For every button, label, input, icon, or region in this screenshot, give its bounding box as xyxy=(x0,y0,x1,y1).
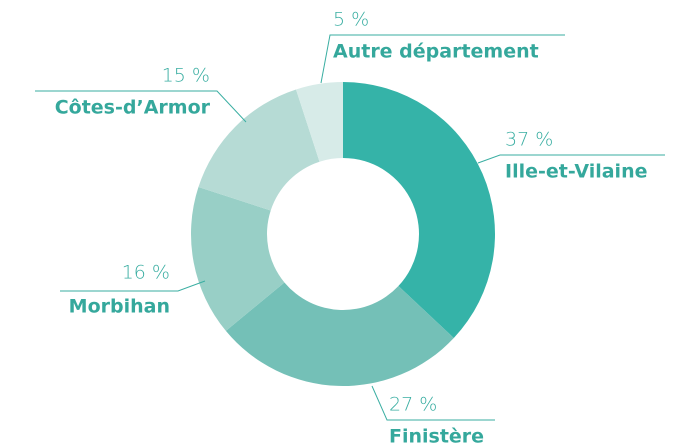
leader-line xyxy=(60,280,206,292)
slice-value-label: 5 % xyxy=(333,9,369,31)
slice-value-label: 27 % xyxy=(389,394,437,416)
donut-slice xyxy=(296,82,343,162)
slice-category-label: Ille-et-Vilaine xyxy=(505,161,647,183)
leader-line xyxy=(35,90,247,123)
slice-category-label: Finistère xyxy=(389,426,484,448)
slice-category-label: Côtes-d’Armor xyxy=(55,97,211,119)
leader-line xyxy=(477,154,665,164)
leader-line xyxy=(320,34,565,84)
donut-slice xyxy=(343,82,495,339)
donut-slice xyxy=(190,187,285,331)
leader-line xyxy=(371,385,495,421)
slice-value-label: 16 % xyxy=(122,262,170,284)
donut-slice xyxy=(225,282,454,387)
donut-slice xyxy=(198,89,320,211)
slice-value-label: 15 % xyxy=(162,65,210,87)
slice-category-label: Morbihan xyxy=(69,296,170,318)
slice-category-label: Autre département xyxy=(333,41,539,63)
slice-value-label: 37 % xyxy=(505,129,553,151)
